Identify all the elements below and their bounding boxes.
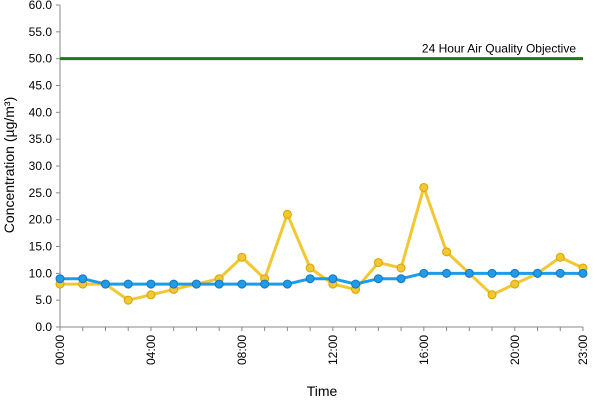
data-point[interactable]: [373, 274, 383, 284]
data-point[interactable]: [510, 268, 520, 278]
data-point[interactable]: [169, 279, 179, 289]
y-tick-label: 20.0: [29, 213, 53, 227]
data-point[interactable]: [464, 268, 474, 278]
data-point[interactable]: [487, 268, 497, 278]
x-tick-label: 04:00: [144, 335, 158, 365]
data-point[interactable]: [123, 295, 133, 305]
x-tick-label: 12:00: [326, 335, 340, 365]
data-point[interactable]: [123, 279, 133, 289]
y-tick-label: 40.0: [29, 105, 53, 119]
y-axis-title: Concentration (µg/m³): [1, 97, 17, 233]
data-point[interactable]: [396, 274, 406, 284]
x-tick-label: 08:00: [235, 335, 249, 365]
data-point[interactable]: [146, 290, 156, 300]
data-point[interactable]: [305, 274, 315, 284]
data-point[interactable]: [237, 279, 247, 289]
x-axis-title: Time: [307, 383, 338, 399]
x-tick-label: 16:00: [417, 335, 431, 365]
data-point[interactable]: [373, 258, 383, 268]
x-tick-label: 00:00: [53, 335, 67, 365]
data-point[interactable]: [146, 279, 156, 289]
series-2: [55, 268, 588, 289]
series-group: [55, 182, 588, 305]
y-tick-label: 60.0: [29, 0, 53, 12]
data-point[interactable]: [419, 182, 429, 192]
x-tick-label: 20:00: [508, 335, 522, 365]
axes: 0.0 5.0 10.0 15.0 20.0 25.0 30.0 35.0 40.0 45.0 50…: [29, 0, 590, 365]
y-tick-label: 55.0: [29, 25, 53, 39]
data-point[interactable]: [442, 268, 452, 278]
data-point[interactable]: [555, 252, 565, 262]
reference-line-group: 24 Hour Air Quality Objective: [60, 42, 583, 61]
y-tick-label: 5.0: [35, 293, 52, 307]
y-tick-label: 15.0: [29, 240, 53, 254]
y-tick-label: 50.0: [29, 52, 53, 66]
data-point[interactable]: [237, 252, 247, 262]
objective-label: 24 Hour Air Quality Objective: [422, 42, 576, 56]
data-point[interactable]: [487, 290, 497, 300]
data-point[interactable]: [533, 268, 543, 278]
series-1: [55, 182, 588, 305]
data-point[interactable]: [328, 274, 338, 284]
data-point[interactable]: [442, 247, 452, 257]
data-point[interactable]: [578, 268, 588, 278]
data-point[interactable]: [555, 268, 565, 278]
y-tick-label: 25.0: [29, 186, 53, 200]
y-tick-label: 10.0: [29, 266, 53, 280]
data-point[interactable]: [214, 279, 224, 289]
data-point[interactable]: [419, 268, 429, 278]
y-tick-label: 35.0: [29, 132, 53, 146]
data-point[interactable]: [282, 279, 292, 289]
data-point[interactable]: [396, 263, 406, 273]
y-tick-label: 0.0: [35, 320, 52, 334]
y-tick-label: 45.0: [29, 79, 53, 93]
data-point[interactable]: [305, 263, 315, 273]
y-tick-label: 30.0: [29, 159, 53, 173]
data-point[interactable]: [191, 279, 201, 289]
data-point[interactable]: [55, 274, 65, 284]
data-point[interactable]: [78, 274, 88, 284]
data-point[interactable]: [510, 279, 520, 289]
x-tick-label: 23:00: [576, 335, 590, 365]
data-point[interactable]: [351, 279, 361, 289]
data-point[interactable]: [282, 209, 292, 219]
data-point[interactable]: [260, 279, 270, 289]
data-point[interactable]: [100, 279, 110, 289]
